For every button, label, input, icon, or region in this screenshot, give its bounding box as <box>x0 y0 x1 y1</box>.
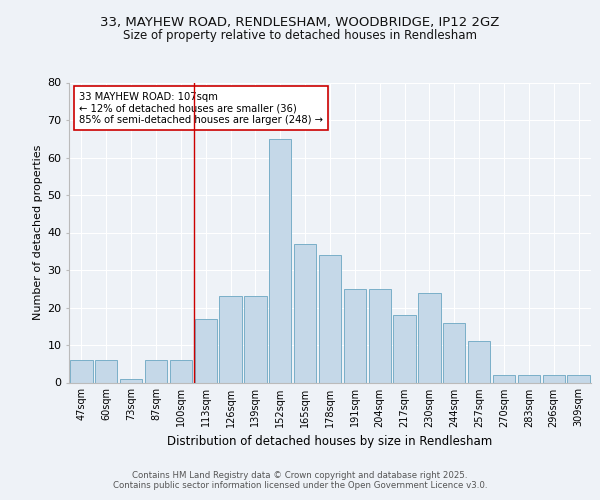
Text: Size of property relative to detached houses in Rendlesham: Size of property relative to detached ho… <box>123 30 477 43</box>
Bar <box>120 379 142 382</box>
Bar <box>319 255 341 382</box>
Bar <box>418 292 440 382</box>
Bar <box>145 360 167 382</box>
Bar <box>344 289 366 382</box>
Bar <box>70 360 92 382</box>
Bar <box>518 375 540 382</box>
Bar <box>542 375 565 382</box>
Bar <box>269 138 292 382</box>
Bar <box>394 315 416 382</box>
Bar <box>368 289 391 382</box>
Y-axis label: Number of detached properties: Number of detached properties <box>33 145 43 320</box>
Bar <box>294 244 316 382</box>
Text: 33 MAYHEW ROAD: 107sqm
← 12% of detached houses are smaller (36)
85% of semi-det: 33 MAYHEW ROAD: 107sqm ← 12% of detached… <box>79 92 323 124</box>
Text: 33, MAYHEW ROAD, RENDLESHAM, WOODBRIDGE, IP12 2GZ: 33, MAYHEW ROAD, RENDLESHAM, WOODBRIDGE,… <box>100 16 500 29</box>
Bar <box>220 296 242 382</box>
Bar <box>468 341 490 382</box>
Bar <box>244 296 266 382</box>
Bar <box>568 375 590 382</box>
Bar <box>95 360 118 382</box>
Bar <box>493 375 515 382</box>
Bar <box>170 360 192 382</box>
Bar <box>443 322 466 382</box>
Bar <box>194 319 217 382</box>
X-axis label: Distribution of detached houses by size in Rendlesham: Distribution of detached houses by size … <box>167 435 493 448</box>
Text: Contains HM Land Registry data © Crown copyright and database right 2025.: Contains HM Land Registry data © Crown c… <box>132 472 468 480</box>
Text: Contains public sector information licensed under the Open Government Licence v3: Contains public sector information licen… <box>113 482 487 490</box>
